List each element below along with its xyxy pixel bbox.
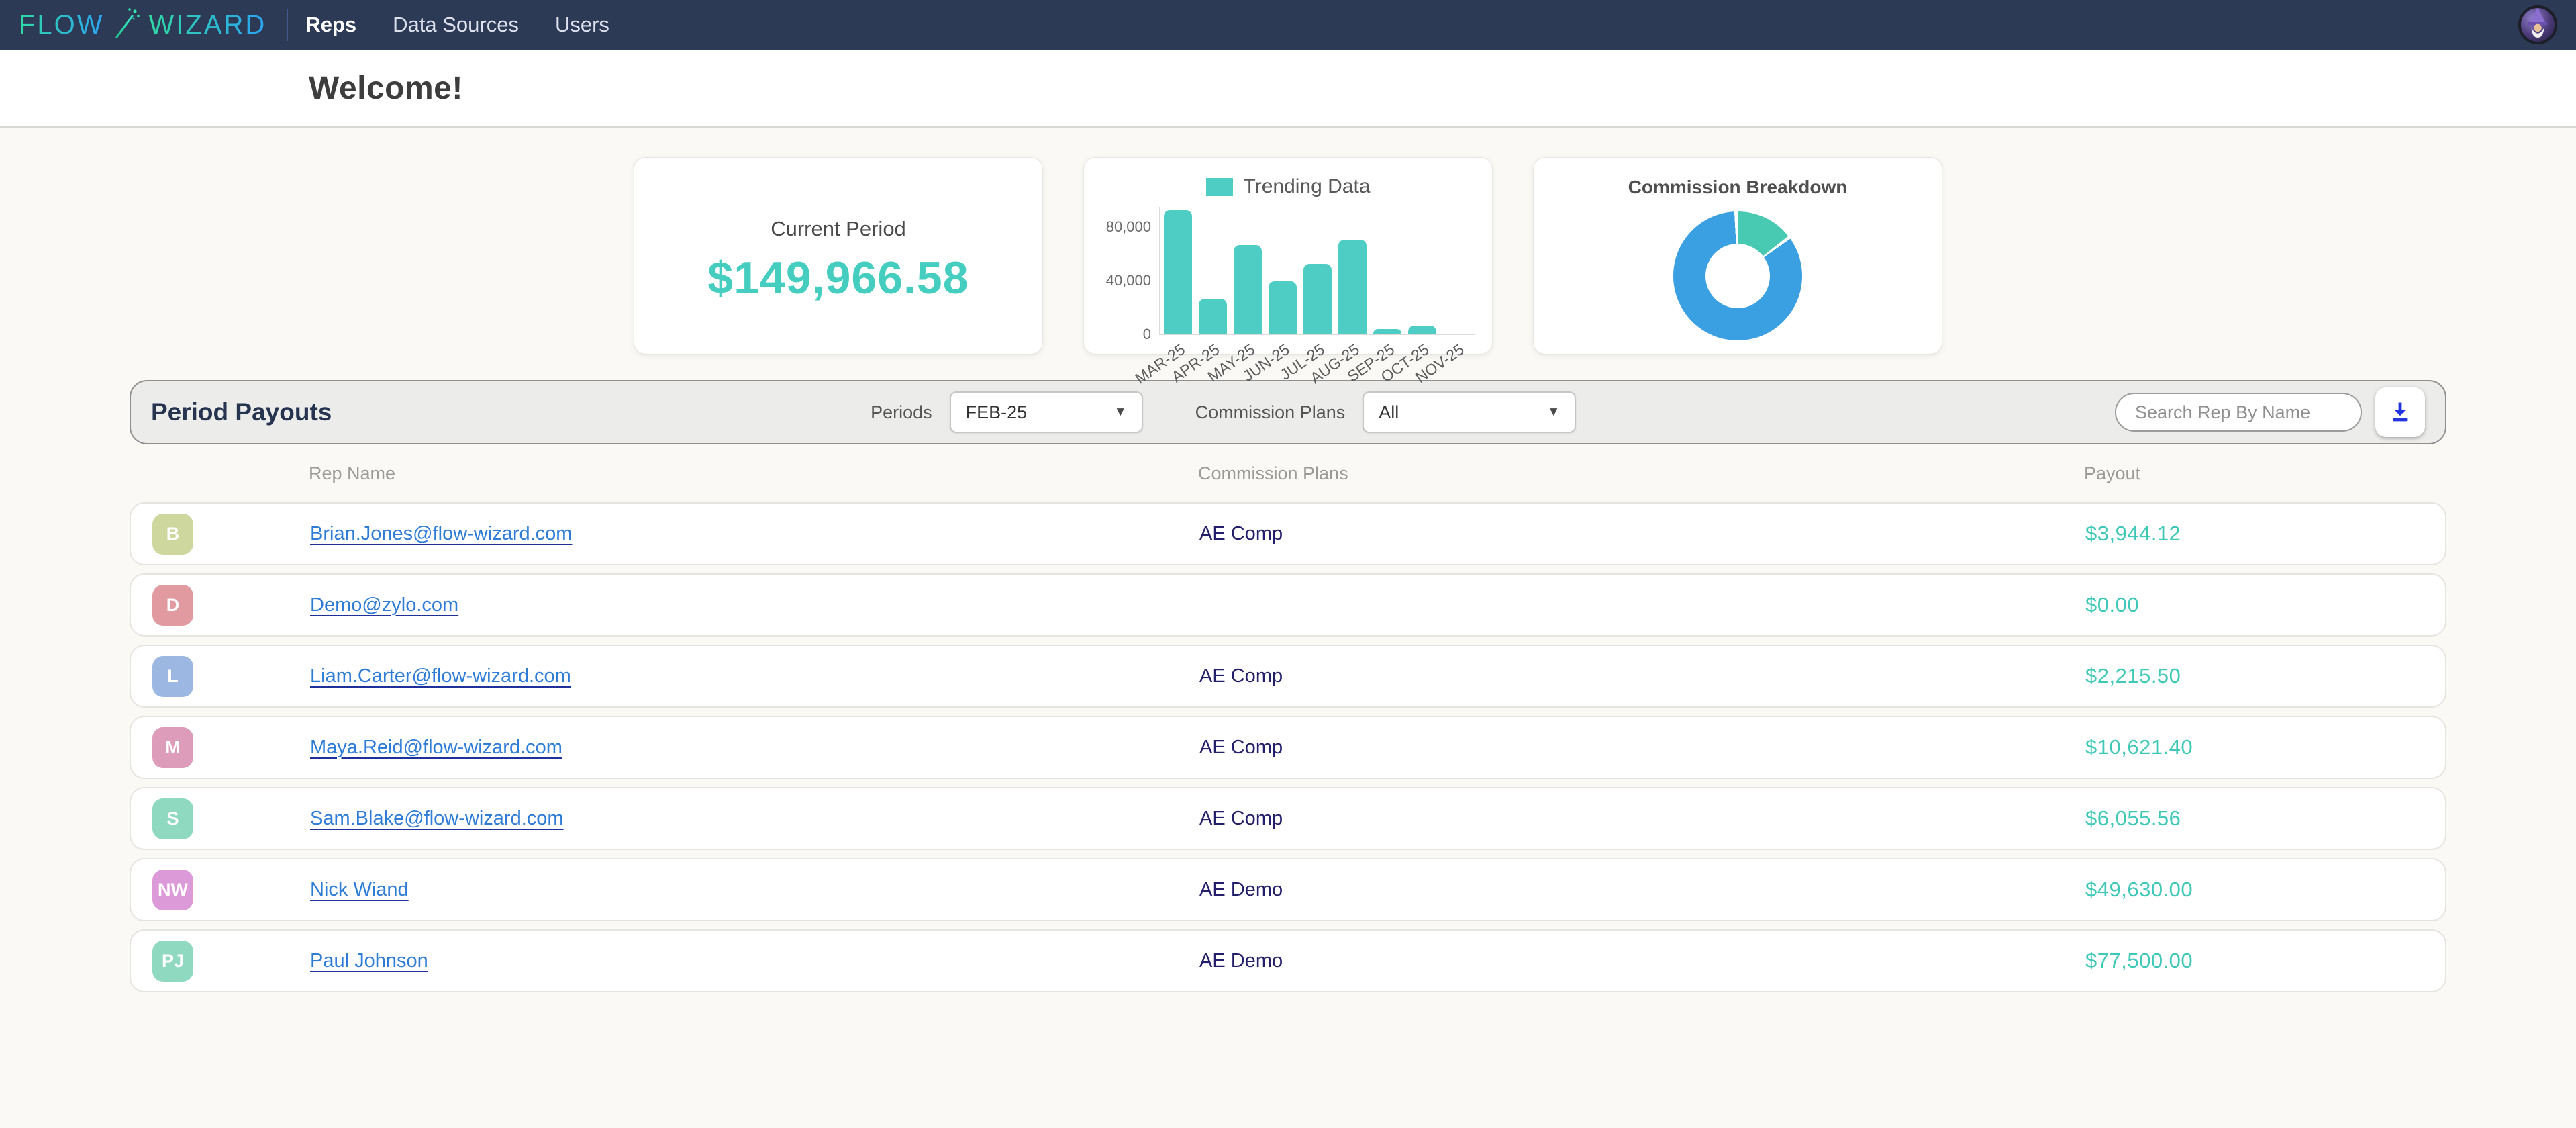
section-title: Period Payouts <box>151 398 332 426</box>
rep-avatar: PJ <box>152 941 193 982</box>
rep-link[interactable]: Liam.Carter@flow-wizard.com <box>310 665 571 687</box>
payout-cell: $49,630.00 <box>2085 878 2445 902</box>
table-row: S Sam.Blake@flow-wizard.com AE Comp$6,055.… <box>130 787 2446 850</box>
bar-JUL-25 <box>1303 264 1332 334</box>
logo-wizard-text: WIZARD <box>149 10 267 40</box>
payouts-table: Rep Name Commission Plans Payout B Brian.… <box>130 444 2446 992</box>
nav-item-reps[interactable]: Reps <box>305 13 356 37</box>
table-row: NW Nick Wiand AE Demo$49,630.00 <box>130 858 2446 921</box>
logo-flow-text: FLOW <box>19 10 105 40</box>
legend-label: Trending Data <box>1244 175 1371 198</box>
plan-cell: AE Comp <box>1199 737 2085 759</box>
plans-label: Commission Plans <box>1195 402 1346 423</box>
search-input[interactable] <box>2115 393 2362 432</box>
table-row: D Demo@zylo.com $0.00 <box>130 573 2446 637</box>
plan-cell: AE Comp <box>1199 523 2085 545</box>
trending-data-card: Trending Data 040,00080,000 MAR-25APR-25… <box>1083 157 1493 355</box>
chevron-down-icon: ▼ <box>1114 405 1127 420</box>
payout-cell: $3,944.12 <box>2085 522 2445 546</box>
table-row: PJ Paul Johnson AE Demo$77,500.00 <box>130 929 2446 992</box>
plans-select-value: All <box>1379 402 1399 423</box>
commission-breakdown-card: Commission Breakdown <box>1533 157 1942 355</box>
plan-cell: AE Demo <box>1199 879 2085 901</box>
download-button[interactable] <box>2375 387 2425 437</box>
bar-JUN-25 <box>1269 281 1297 334</box>
rep-avatar: M <box>152 727 193 768</box>
rep-link[interactable]: Nick Wiand <box>310 879 409 900</box>
y-tick: 40,000 <box>1106 272 1151 289</box>
bar-MAR-25 <box>1164 210 1192 334</box>
rep-avatar: S <box>152 798 193 839</box>
page-title: Welcome! <box>309 70 463 107</box>
bar-plot <box>1159 207 1475 335</box>
table-header: Rep Name Commission Plans Payout <box>130 444 2446 502</box>
nav-links: Reps Data Sources Users <box>305 13 609 37</box>
rep-link[interactable]: Paul Johnson <box>310 950 428 972</box>
payout-cell: $10,621.40 <box>2085 735 2445 759</box>
wizard-avatar-icon <box>2521 5 2555 42</box>
rep-avatar: L <box>152 656 193 697</box>
x-axis: MAR-25APR-25MAY-25JUN-25JUL-25AUG-25SEP-… <box>1160 335 1475 383</box>
periods-select-value: FEB-25 <box>966 402 1028 423</box>
table-row: L Liam.Carter@flow-wizard.com AE Comp$2,21… <box>130 645 2446 708</box>
bar-OCT-25 <box>1408 326 1436 334</box>
welcome-strip: Welcome! <box>0 50 2576 128</box>
rep-link[interactable]: Sam.Blake@flow-wizard.com <box>310 808 564 829</box>
periods-select[interactable]: FEB-25 ▼ <box>950 391 1143 433</box>
download-icon <box>2388 399 2412 426</box>
table-row: M Maya.Reid@flow-wizard.com AE Comp$10,621… <box>130 716 2446 779</box>
chart-legend: Trending Data <box>1101 175 1475 198</box>
chevron-down-icon: ▼ <box>1547 405 1560 420</box>
current-period-card: Current Period $149,966.58 <box>634 157 1043 355</box>
payout-cell: $6,055.56 <box>2085 806 2445 831</box>
app-logo[interactable]: FLOW WIZARD <box>19 6 266 44</box>
nav-divider <box>287 9 288 41</box>
current-period-label: Current Period <box>634 217 1042 241</box>
top-nav: FLOW WIZARD Reps Data Sources Users <box>0 0 2576 50</box>
user-avatar[interactable] <box>2518 5 2557 44</box>
donut-chart <box>1673 211 1802 340</box>
rep-avatar: NW <box>152 869 193 910</box>
bar-AUG-25 <box>1338 240 1367 334</box>
col-rep-name: Rep Name <box>309 463 1198 484</box>
plan-cell: AE Comp <box>1199 808 2085 830</box>
rep-link[interactable]: Brian.Jones@flow-wizard.com <box>310 523 572 545</box>
col-payout: Payout <box>2084 463 2446 484</box>
donut-title: Commission Breakdown <box>1534 177 1942 198</box>
nav-item-data-sources[interactable]: Data Sources <box>393 13 519 37</box>
payout-cell: $77,500.00 <box>2085 949 2445 973</box>
periods-label: Periods <box>871 402 932 423</box>
summary-cards: Current Period $149,966.58 Trending Data… <box>0 157 2576 355</box>
bar-APR-25 <box>1199 299 1227 334</box>
table-row: B Brian.Jones@flow-wizard.com AE Comp$3,94… <box>130 502 2446 565</box>
nav-item-users[interactable]: Users <box>555 13 609 37</box>
period-payouts-toolbar: Period Payouts Periods FEB-25 ▼ Commissi… <box>130 380 2446 444</box>
y-tick: 0 <box>1143 326 1151 343</box>
donut-hole <box>1705 244 1770 308</box>
y-axis: 040,00080,000 <box>1101 207 1159 335</box>
plan-cell: AE Demo <box>1199 950 2085 972</box>
bar-MAY-25 <box>1234 245 1262 334</box>
col-commission-plans: Commission Plans <box>1198 463 2084 484</box>
payout-cell: $0.00 <box>2085 593 2445 617</box>
rep-avatar: B <box>152 514 193 555</box>
payout-cell: $2,215.50 <box>2085 664 2445 688</box>
commission-plans-select[interactable]: All ▼ <box>1363 391 1576 433</box>
y-tick: 80,000 <box>1106 218 1151 236</box>
legend-swatch <box>1206 178 1233 196</box>
rep-link[interactable]: Maya.Reid@flow-wizard.com <box>310 737 562 758</box>
rep-link[interactable]: Demo@zylo.com <box>310 594 458 616</box>
current-period-value: $149,966.58 <box>634 252 1042 304</box>
bar-SEP-25 <box>1373 329 1401 334</box>
plan-cell: AE Comp <box>1199 665 2085 688</box>
wand-icon <box>111 6 142 44</box>
rep-avatar: D <box>152 585 193 626</box>
